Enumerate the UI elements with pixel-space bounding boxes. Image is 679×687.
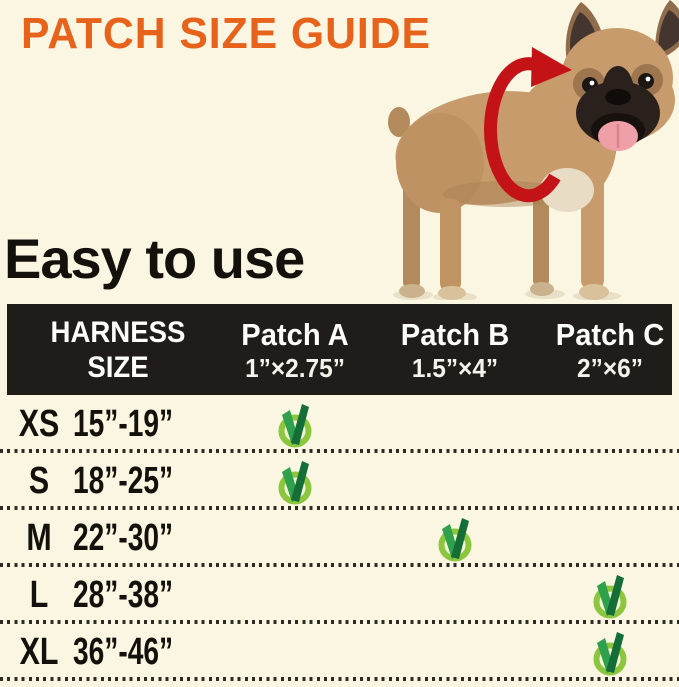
size-label: XS — [18, 403, 60, 445]
table-row: S 18”-25” — [0, 453, 679, 510]
measuring-arrow-icon — [484, 47, 572, 203]
table-row: XL 36”-46” — [0, 624, 679, 681]
table-header: HARNESS SIZE Patch A 1”×2.75” Patch B 1.… — [7, 304, 672, 395]
harness-size-line2: SIZE — [87, 350, 149, 384]
patch-b-name: Patch B — [400, 316, 510, 352]
size-table-body: XS 15”-19” S 18”-25” M — [0, 396, 679, 681]
patch-c-header: Patch C 2”×6” — [556, 317, 664, 383]
size-label: L — [29, 574, 49, 616]
patch-c-name: Patch C — [555, 316, 665, 352]
size-label: XL — [19, 631, 59, 673]
french-bulldog-illustration — [388, 0, 679, 302]
patch-a-dimensions: 1”×2.75” — [245, 352, 345, 383]
size-range: 36”-46” — [73, 631, 174, 673]
check-icon — [590, 573, 630, 619]
size-label: M — [26, 517, 52, 559]
size-range: 22”-30” — [73, 517, 174, 559]
patch-a-header: Patch A 1”×2.75” — [241, 317, 348, 383]
check-icon — [590, 630, 630, 676]
patch-b-dimensions: 1.5”×4” — [411, 352, 499, 383]
check-icon — [435, 516, 475, 562]
patch-a-name: Patch A — [241, 316, 349, 352]
size-range: 15”-19” — [73, 403, 174, 445]
page-title: PATCH SIZE GUIDE — [21, 9, 431, 58]
harness-size-header: HARNESS SIZE — [51, 315, 186, 385]
patch-c-dimensions: 2”×6” — [577, 352, 643, 383]
patch-b-header: Patch B 1.5”×4” — [401, 317, 509, 383]
size-range: 18”-25” — [73, 460, 174, 502]
size-label: S — [28, 460, 50, 502]
section-heading: Easy to use — [4, 227, 305, 290]
table-row: XS 15”-19” — [0, 396, 679, 453]
harness-size-line1: HARNESS — [50, 315, 186, 349]
check-icon — [275, 402, 315, 448]
check-icon — [275, 459, 315, 505]
size-range: 28”-38” — [73, 574, 174, 616]
dog-photo — [385, 0, 679, 302]
table-row: L 28”-38” — [0, 567, 679, 624]
table-row: M 22”-30” — [0, 510, 679, 567]
